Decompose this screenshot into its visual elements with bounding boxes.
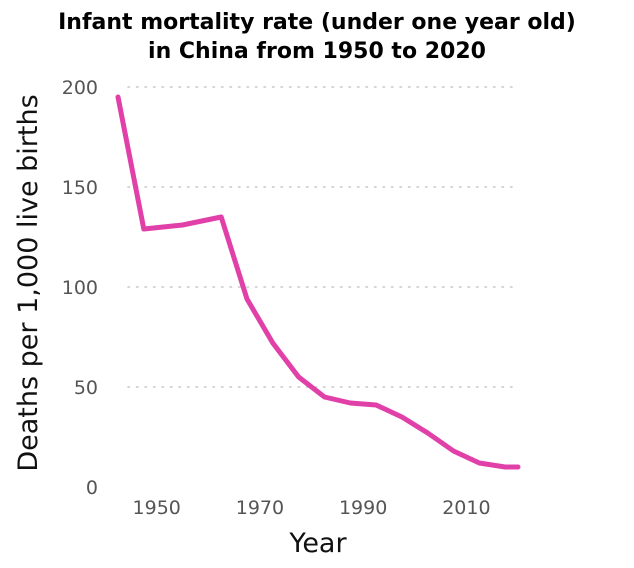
y-axis-label: Deaths per 1,000 live births [13,94,44,471]
x-tick-label: 1950 [133,497,181,519]
chart-subtitle: in China from 1950 to 2020 [148,39,486,64]
y-tick-label: 0 [86,477,98,499]
x-tick-label: 1990 [339,497,387,519]
y-tick-label: 100 [62,277,98,299]
chart-title: Infant mortality rate (under one year ol… [58,10,576,35]
y-tick-label: 50 [74,377,98,399]
series-lines [115,94,521,470]
x-tick-label: 2010 [442,497,490,519]
y-tick-label: 150 [62,177,98,199]
y-axis-ticks: 0 50 100 150 200 [62,77,98,499]
x-axis-ticks: 1950 1970 1990 2010 [133,497,491,519]
grid-lines [127,86,519,388]
series-line [115,94,521,470]
y-tick-label: 200 [62,77,98,99]
x-tick-label: 1970 [236,497,284,519]
x-axis-label: Year [288,528,347,559]
